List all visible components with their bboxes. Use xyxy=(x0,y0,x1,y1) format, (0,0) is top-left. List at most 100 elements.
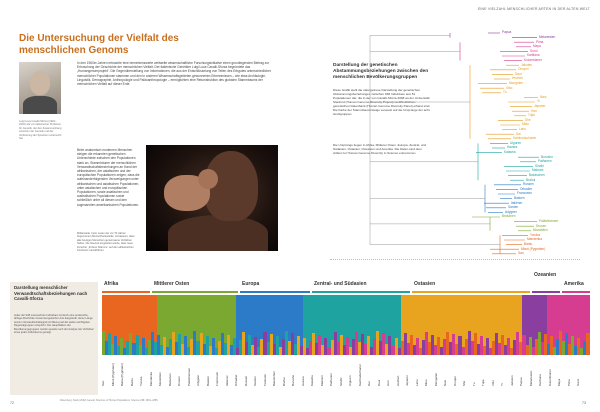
admixture-column xyxy=(513,295,517,355)
admixture-column xyxy=(406,295,410,355)
admixture-segment xyxy=(434,344,438,355)
admixture-segment xyxy=(290,333,294,355)
admixture-column xyxy=(559,295,563,355)
admixture-segment xyxy=(552,295,556,347)
admixture-column xyxy=(400,295,404,355)
admixture-segment xyxy=(102,295,106,331)
population-label: Karitiana xyxy=(538,374,543,386)
admixture-segment xyxy=(345,295,349,337)
admixture-segment xyxy=(376,331,380,355)
region-label: Europa xyxy=(242,281,260,287)
admixture-segment xyxy=(379,341,383,355)
admixture-segment xyxy=(482,346,486,355)
admixture-column xyxy=(193,295,197,355)
region-bar xyxy=(562,291,590,293)
admixture-segment xyxy=(458,336,462,355)
footnote: Rosenberg, Noah (2002) Genetic Structure… xyxy=(60,399,159,402)
admixture-segment xyxy=(406,343,410,355)
admixture-column xyxy=(501,295,505,355)
admixture-column xyxy=(488,295,492,355)
admixture-segment xyxy=(117,295,121,346)
region-label: Zentral- und Südasien xyxy=(314,281,367,287)
admixture-segment xyxy=(461,346,465,355)
admixture-segment xyxy=(388,295,392,336)
population-label: Miao xyxy=(424,379,429,386)
tree-label: Brahui xyxy=(526,177,536,182)
admixture-segment xyxy=(269,334,273,355)
running-head: EINE VIELZAHL MENSCHLICHER ARTEN IN DER … xyxy=(477,7,590,11)
population-label: Burusho xyxy=(291,374,296,386)
tree-label: Dai xyxy=(516,131,521,136)
admixture-column xyxy=(333,295,337,355)
admixture-column xyxy=(498,295,502,355)
admixture-segment xyxy=(245,295,249,343)
population-label: Yoruba xyxy=(139,376,144,386)
admixture-segment xyxy=(214,348,218,355)
admixture-segment xyxy=(226,335,230,355)
admixture-panel: Darstellung menschlicher Verwandtschafts… xyxy=(10,272,590,395)
admixture-column xyxy=(516,295,520,355)
admixture-segment xyxy=(217,340,221,355)
admixture-segment xyxy=(376,295,380,331)
population-label: Jakuten xyxy=(509,375,514,386)
admixture-segment xyxy=(552,346,556,355)
admixture-segment xyxy=(138,345,142,355)
admixture-column xyxy=(492,295,496,355)
admixture-segment xyxy=(135,335,139,355)
admixture-segment xyxy=(220,332,224,355)
admixture-segment xyxy=(272,344,276,355)
admixture-segment xyxy=(226,295,230,336)
admixture-segment xyxy=(141,337,145,355)
admixture-segment xyxy=(424,295,429,333)
admixture-segment xyxy=(364,344,368,355)
tree-label: Miao xyxy=(522,122,529,127)
population-label: Daur xyxy=(376,379,381,386)
population-label: Kalasha xyxy=(310,375,315,386)
admixture-segment xyxy=(479,295,483,336)
admixture-segment xyxy=(492,340,496,355)
admixture-segment xyxy=(123,295,127,349)
admixture-segment xyxy=(165,347,170,355)
admixture-column xyxy=(339,295,343,355)
admixture-segment xyxy=(382,333,386,355)
admixture-segment xyxy=(516,332,520,355)
tree-label: Surui xyxy=(530,48,538,53)
admixture-column xyxy=(409,295,413,355)
admixture-column xyxy=(391,295,395,355)
tree-label: San xyxy=(518,251,524,256)
admixture-segment xyxy=(367,336,371,355)
admixture-column xyxy=(175,295,179,355)
admixture-segment xyxy=(528,337,532,355)
admixture-segment xyxy=(108,295,112,334)
admixture-segment xyxy=(233,337,237,355)
population-label: Tujia xyxy=(481,379,486,386)
admixture-column xyxy=(300,295,304,355)
population-label: Kambodschaner xyxy=(357,364,362,386)
admixture-column xyxy=(248,295,252,355)
admixture-segment xyxy=(525,295,529,345)
admixture-column xyxy=(330,295,334,355)
body-text-mid: Beim anatomisch modernen Menschen steige… xyxy=(77,148,140,207)
admixture-column xyxy=(223,295,227,355)
admixture-segment xyxy=(169,295,173,340)
admixture-column xyxy=(455,295,459,355)
admixture-segment xyxy=(501,335,505,355)
admixture-segment xyxy=(156,334,160,355)
admixture-column xyxy=(162,295,166,355)
admixture-column xyxy=(242,295,246,355)
admixture-segment xyxy=(488,348,492,355)
admixture-segment xyxy=(385,343,389,355)
admixture-segment xyxy=(412,295,416,346)
admixture-column xyxy=(565,295,569,355)
admixture-column xyxy=(184,295,188,355)
population-label: Drusen xyxy=(177,376,182,386)
tree-label: Burusho xyxy=(541,154,553,159)
admixture-segment xyxy=(321,295,325,346)
admixture-column xyxy=(549,295,553,355)
admixture-segment xyxy=(300,295,304,346)
admixture-segment xyxy=(534,339,538,355)
admixture-segment xyxy=(293,295,297,344)
admixture-segment xyxy=(150,295,154,333)
admixture-column xyxy=(348,295,352,355)
admixture-segment xyxy=(583,295,587,341)
